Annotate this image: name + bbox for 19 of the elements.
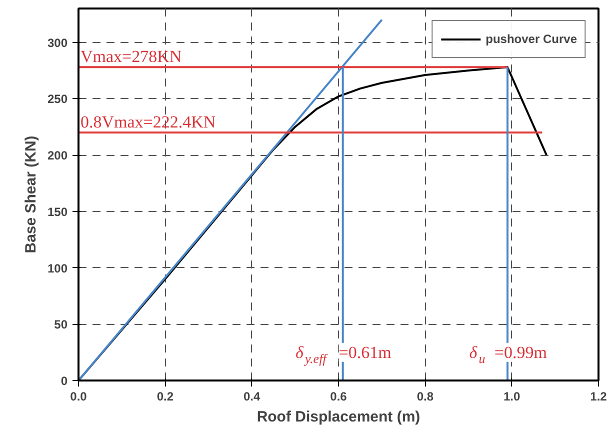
x-axis-title: Roof Displacement (m)	[256, 408, 420, 426]
y-tick-label: 100	[47, 261, 68, 276]
y-tick-label: 250	[47, 92, 68, 106]
x-tick-label: 1.2	[590, 390, 608, 404]
x-tick-label: 0.6	[330, 390, 348, 404]
y-tick-label: 150	[47, 204, 68, 219]
annotation: Vmax=278KN	[80, 47, 182, 66]
y-tick-label: 50	[54, 318, 68, 332]
y-tick-label: 0	[60, 374, 68, 388]
x-tick-label: 1.0	[503, 390, 520, 404]
x-tick-label: 0.4	[243, 390, 260, 404]
x-tick-label: 0.0	[70, 390, 88, 404]
y-tick-label: 300	[47, 36, 68, 50]
y-axis-title: Base Shear (KN)	[22, 136, 40, 254]
legend-label: pushover Curve	[486, 32, 577, 46]
y-tick-label: 200	[47, 148, 68, 163]
annotation: 0.8Vmax=222.4KN	[80, 112, 216, 132]
x-tick-label: 0.8	[416, 390, 434, 404]
x-tick-label: 0.2	[156, 390, 174, 404]
